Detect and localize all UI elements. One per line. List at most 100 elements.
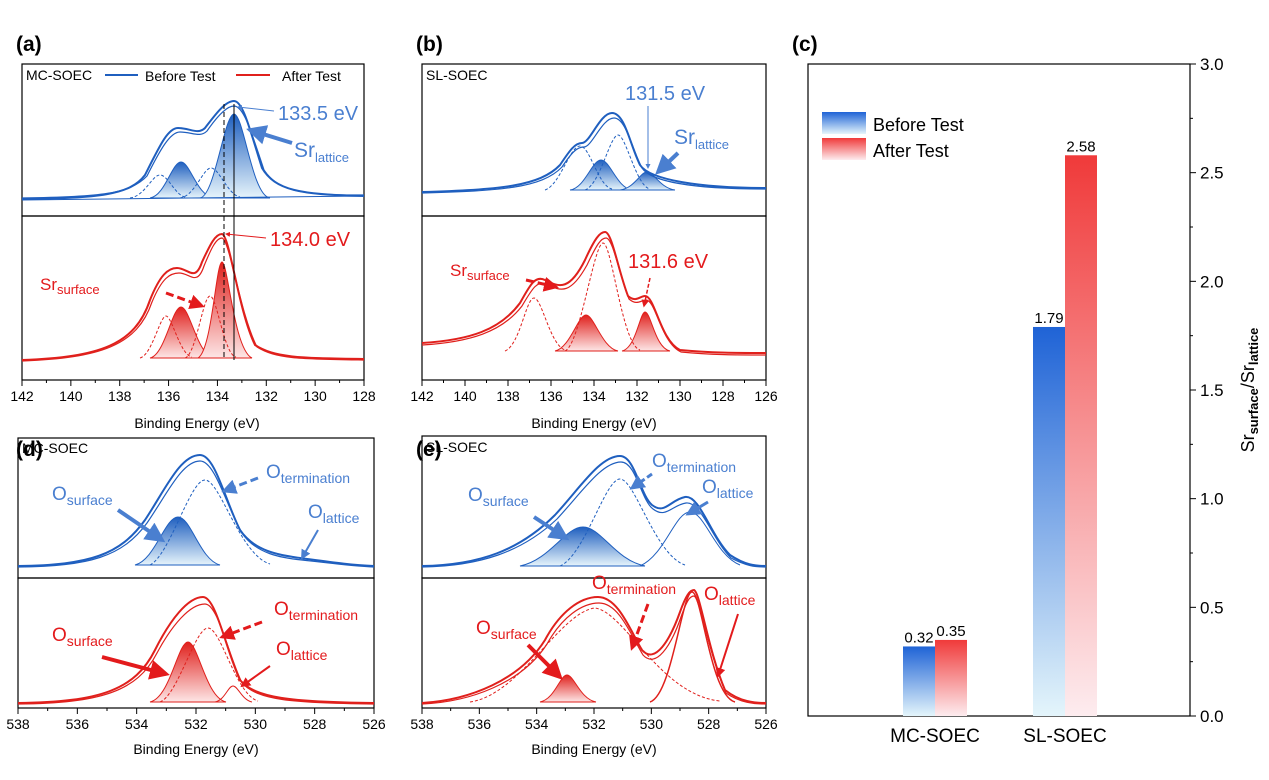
panel-e-after-dashed [469, 607, 721, 703]
panel-d-after-lattice-small [214, 685, 253, 703]
panel-a-sr-lattice-arrow [246, 125, 293, 145]
panel-a-x-axis: 142 140 138 136 134 132 130 128 [10, 380, 376, 404]
panel-c-legend-before-swatch [822, 112, 866, 134]
panel-c-ylabel-sub2: lattice [1246, 328, 1261, 366]
panel-d-after-o-termination-main: O [274, 599, 289, 620]
panel-e-o-termination-label: Otermination [652, 451, 736, 475]
panel-b-xtick-label: 128 [711, 388, 735, 404]
panel-a-peak-before: 133.5 eV [278, 103, 359, 125]
panel-c-ylabel-main: Sr [1238, 434, 1258, 452]
panel-d-before-dashed [149, 479, 271, 566]
panel-b-before-dashed-2 [584, 134, 651, 191]
panel-e-o-lattice-main: O [702, 477, 717, 498]
panel-b-before-dashed-1 [544, 145, 613, 191]
panel-a-after-dashed-2 [184, 295, 237, 359]
panel-e-xtick-label: 530 [640, 716, 664, 732]
panel-a-sample: MC-SOEC [26, 67, 92, 83]
panel-b-xtick-label: 142 [410, 388, 434, 404]
panel-a-after-dashed-1 [139, 315, 193, 359]
panel-b-xtick-label: 138 [496, 388, 520, 404]
panel-b: (b) SL-SOEC 131.5 eV Srlattice 131.6 eV … [410, 33, 778, 431]
panel-c-ytick-label: 2.5 [1200, 164, 1224, 183]
panel-d-after-o-surface-main: O [52, 625, 67, 646]
panel-d-xlabel: Binding Energy (eV) [133, 741, 258, 757]
panel-a-xtick-label: 136 [157, 388, 181, 404]
panel-e-after-o-lattice-main: O [704, 584, 719, 605]
panel-b-xtick-label: 132 [625, 388, 649, 404]
panel-a-before-surface-peak [149, 161, 215, 199]
panel-d-o-lattice-arrow [301, 529, 319, 560]
panel-a-sr-surface-arrow [165, 291, 205, 309]
panel-d-after-surface-peak [149, 641, 227, 703]
panel-a-sr-lattice-main: Sr [294, 139, 315, 162]
panel-e-xtick-label: 538 [410, 716, 434, 732]
panel-b-xtick-label: 136 [539, 388, 563, 404]
panel-c-ytick-label: 0.5 [1200, 598, 1224, 617]
panel-a-sr-lattice-sub: lattice [315, 150, 349, 165]
panel-a-xlabel: Binding Energy (eV) [134, 415, 259, 431]
panel-d-xtick-label: 534 [125, 716, 149, 732]
panel-b-after-envelope-2 [421, 237, 767, 356]
panel-d-before-surface-peak [134, 516, 221, 566]
panel-e-after-o-surface-main: O [476, 618, 491, 639]
panel-b-peak-before: 131.5 eV [625, 83, 706, 105]
panel-c-bars: 0.32 0.35 1.79 2.58 [903, 138, 1097, 716]
panel-d-after-o-termination-sub: termination [289, 607, 358, 623]
panel-e-after-surface-peak [539, 674, 597, 703]
panel-d-o-termination-arrow [221, 476, 259, 494]
panel-e-o-lattice-label: Olattice [702, 477, 754, 501]
panel-d-o-lattice-label: Olattice [308, 502, 360, 526]
panel-c-ytick-label: 2.0 [1200, 272, 1224, 291]
panel-b-xtick-label: 130 [668, 388, 692, 404]
panel-a-sr-surface-sub: surface [57, 282, 100, 297]
panel-a-xtick-label: 128 [352, 388, 376, 404]
panel-a-before-baseline [21, 195, 365, 201]
panel-e-o-surface-label: Osurface [468, 485, 529, 509]
panel-b-sr-lattice-arrow [655, 151, 680, 175]
panel-a-xtick-label: 138 [108, 388, 132, 404]
panel-d-after-o-surface-sub: surface [67, 633, 113, 649]
panel-a-sr-surface-main: Sr [40, 275, 57, 294]
panel-e-o-lattice-sub: lattice [717, 485, 754, 501]
panel-b-xlabel: Binding Energy (eV) [531, 415, 656, 431]
panel-a-xtick-label: 132 [255, 388, 279, 404]
panel-b-sr-lattice-sub: lattice [695, 137, 729, 152]
panel-b-before-envelope-2 [421, 117, 767, 194]
bar-value-label: 2.58 [1066, 138, 1095, 155]
panel-e-after-o-termination-main: O [592, 573, 607, 594]
panel-d-after-o-lattice-main: O [276, 639, 291, 660]
panel-e-before-dashed [559, 478, 686, 567]
panel-c-legend-after-swatch [822, 138, 866, 160]
panel-a-before-envelope-2 [21, 105, 365, 199]
panel-b-sr-surface-label: Srsurface [450, 261, 510, 283]
panel-e-after-o-termination-label: Otermination [592, 573, 676, 597]
panel-e-after-o-termination-arrow [629, 603, 650, 651]
panel-b-sample: SL-SOEC [426, 67, 487, 83]
panel-e-xtick-label: 526 [754, 716, 778, 732]
bar-sl-soec-after [1065, 155, 1097, 716]
panel-a-after-lattice-peak [196, 261, 253, 359]
panel-d-after-o-lattice-label: Olattice [276, 639, 328, 663]
panel-d-xtick-label: 528 [303, 716, 327, 732]
panel-b-before-envelope [421, 111, 767, 193]
panel-e-before-envelope [421, 454, 767, 567]
panel-a-label: (a) [16, 33, 42, 56]
panel-d-xtick-label: 532 [184, 716, 208, 732]
panel-e-after-o-surface-arrow [526, 643, 563, 680]
panel-e-before-lattice [639, 511, 741, 567]
panel-c-ylabel-sub1: surface [1246, 388, 1261, 434]
panel-e-o-surface-sub: surface [483, 493, 529, 509]
panel-c-ytick-label: 1.5 [1200, 381, 1224, 400]
panel-c-xtick-mc: MC-SOEC [890, 726, 980, 747]
panel-b-xtick-label: 140 [453, 388, 477, 404]
panel-d-o-surface-arrow [116, 508, 166, 543]
panel-a-xtick-label: 140 [59, 388, 83, 404]
panel-b-after-lattice-peak [621, 311, 671, 352]
panel-d-o-lattice-main: O [308, 502, 323, 523]
panel-b-peak-after: 131.6 eV [628, 251, 709, 273]
panel-e-after-envelope-2 [421, 595, 767, 705]
panel-b-sr-surface-arrow [525, 276, 559, 292]
panel-c-xtick-sl: SL-SOEC [1023, 726, 1106, 747]
panel-d-after-o-lattice-arrow [240, 665, 271, 688]
